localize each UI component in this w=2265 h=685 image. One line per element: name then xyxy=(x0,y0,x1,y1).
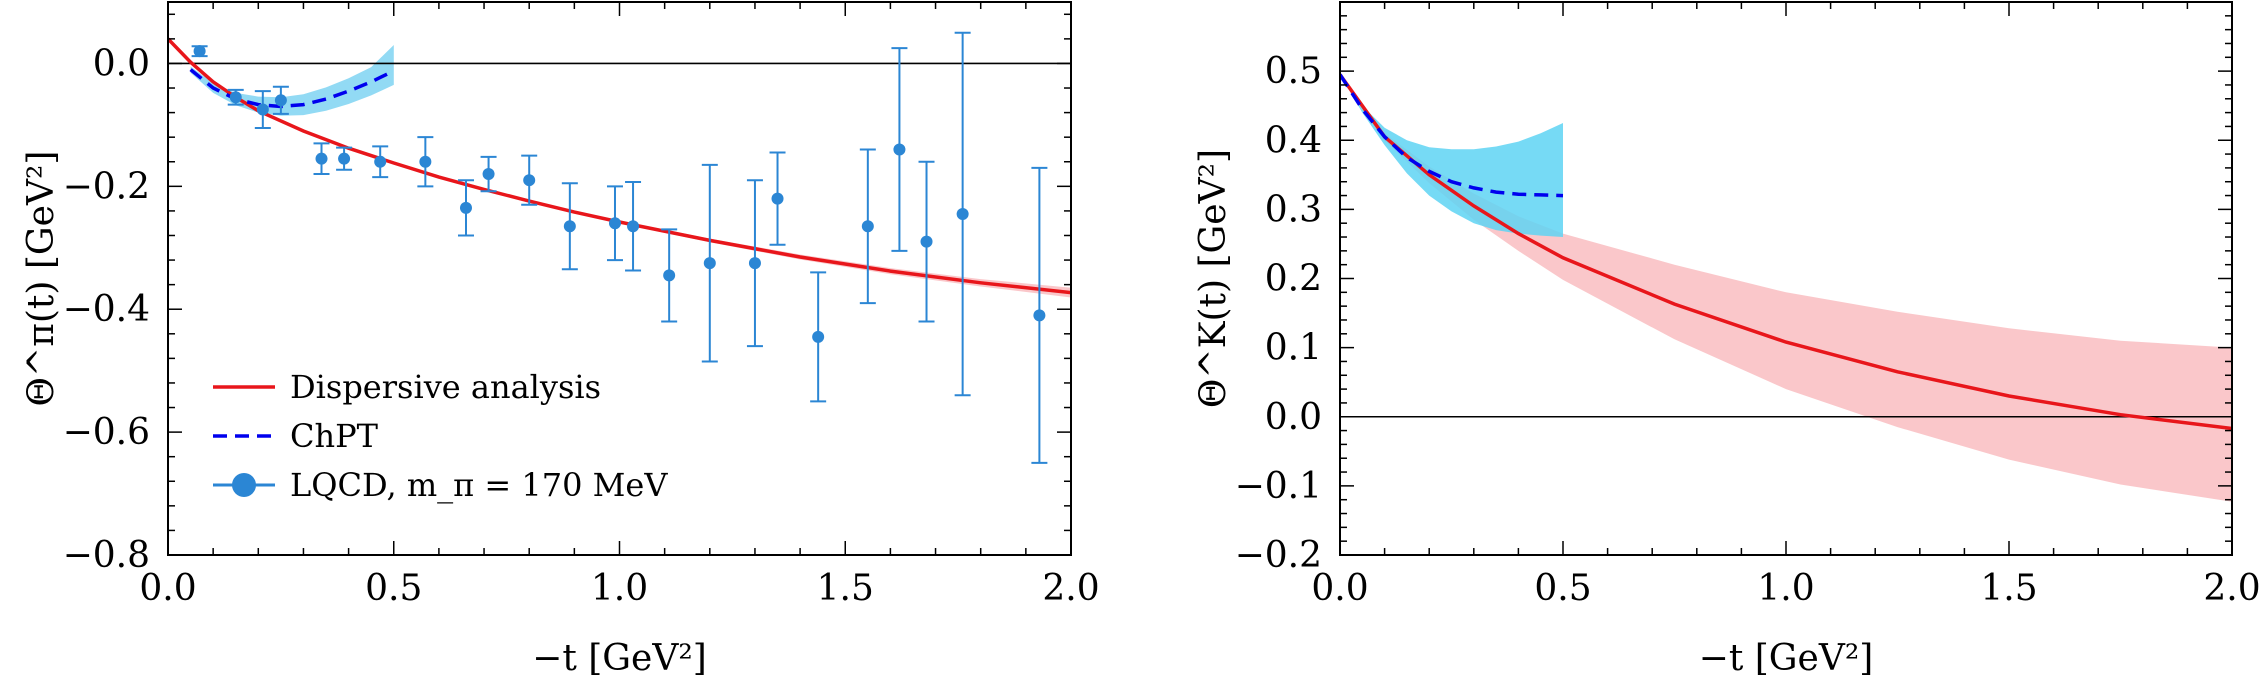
x-tick-label: 2.0 xyxy=(1042,568,1099,609)
data-marker xyxy=(229,91,242,104)
data-point-5 xyxy=(336,146,353,171)
data-point-14 xyxy=(661,228,678,323)
right-panel-kaon: 0.0 0.5 1.0 1.5 2.0 0.5 0.4 0.3 0.2 0.1 0.0 −0.1 −0.… xyxy=(1193,1,2261,679)
series-line-1 xyxy=(1340,73,1564,198)
x-tick-label: 0.0 xyxy=(1311,568,1368,609)
series-line-1 xyxy=(189,68,395,109)
x-tick-label: 1.5 xyxy=(817,568,874,609)
legend-label: ChPT xyxy=(290,417,379,455)
data-marker xyxy=(459,201,472,214)
data-marker xyxy=(1033,309,1046,322)
legend-label: LQCD, m_π = 170 MeV xyxy=(290,466,668,504)
data-marker xyxy=(563,220,576,233)
data-point-10 xyxy=(521,154,538,206)
data-point-4 xyxy=(313,142,330,176)
x-tick-label: 1.0 xyxy=(1757,568,1814,609)
series-line-0 xyxy=(1340,73,2232,431)
data-point-23 xyxy=(1031,166,1048,464)
series-line-0 xyxy=(168,37,1071,295)
left-panel-pion: 0.0 0.5 1.0 1.5 2.0 0.0 −0.2 −0.4 −0.6 −0.8 −t [Ge… xyxy=(21,1,1100,679)
y-tick-label: 0.0 xyxy=(1265,397,1322,438)
y-tick-label: −0.2 xyxy=(63,166,150,207)
data-marker xyxy=(861,220,874,233)
plot-area xyxy=(168,31,1071,464)
data-point-7 xyxy=(417,136,434,188)
data-marker xyxy=(482,168,495,181)
legend: Dispersive analysis ChPT LQCD, m_π = 170 M… xyxy=(213,368,668,504)
data-marker xyxy=(627,220,640,233)
x-axis-label: −t [GeV²] xyxy=(1699,638,1874,679)
legend-entry-1: ChPT xyxy=(213,417,379,455)
y-tick-label: −0.2 xyxy=(1235,535,1322,576)
y-axis-label: Θ^π(t) [GeV²] xyxy=(21,151,62,407)
legend-entry-0: Dispersive analysis xyxy=(213,368,601,406)
data-point-8 xyxy=(457,179,474,237)
y-tick-label: 0.3 xyxy=(1265,189,1322,230)
uncertainty-band-1 xyxy=(1340,74,1563,237)
legend-entry-2: LQCD, m_π = 170 MeV xyxy=(213,466,668,504)
x-tick-label: 1.0 xyxy=(591,568,648,609)
y-tick-label: 0.1 xyxy=(1265,328,1322,369)
data-marker xyxy=(338,152,351,165)
data-marker xyxy=(523,174,536,187)
data-point-0 xyxy=(191,45,208,58)
y-tick-label: 0.5 xyxy=(1265,51,1322,92)
data-point-9 xyxy=(480,155,497,193)
data-point-6 xyxy=(372,145,389,179)
data-point-3 xyxy=(272,85,289,115)
data-point-20 xyxy=(891,47,908,252)
y-tick-label: 0.4 xyxy=(1265,120,1322,161)
y-tick-label: 0.0 xyxy=(93,43,150,84)
data-marker xyxy=(920,235,933,248)
data-marker xyxy=(256,103,269,116)
uncertainty-band-0 xyxy=(1340,74,2232,502)
x-tick-label: 0.5 xyxy=(1534,568,1591,609)
x-axis-label: −t [GeV²] xyxy=(532,638,707,679)
data-point-18 xyxy=(810,271,827,403)
x-tick-label: 0.5 xyxy=(365,568,422,609)
data-marker xyxy=(748,257,761,270)
data-point-22 xyxy=(954,31,971,397)
data-point-11 xyxy=(561,182,578,271)
data-marker xyxy=(812,330,825,343)
y-tick-label: −0.1 xyxy=(1235,466,1322,507)
data-marker xyxy=(663,269,676,282)
legend-label: Dispersive analysis xyxy=(290,368,601,406)
data-marker xyxy=(608,217,621,230)
data-point-12 xyxy=(606,185,623,262)
y-axis-label: Θ^K(t) [GeV²] xyxy=(1193,149,1234,408)
data-point-13 xyxy=(625,181,642,272)
data-marker xyxy=(193,45,206,58)
data-marker xyxy=(374,155,387,168)
y-tick-label: 0.2 xyxy=(1265,259,1322,300)
plot-area xyxy=(1340,73,2232,502)
data-point-21 xyxy=(918,160,935,323)
x-tick-label: 2.0 xyxy=(2203,568,2260,609)
data-point-19 xyxy=(859,148,876,305)
legend-swatch-marker xyxy=(232,473,256,497)
data-marker xyxy=(771,192,784,205)
y-tick-label: −0.4 xyxy=(63,289,150,330)
data-point-17 xyxy=(769,151,786,246)
data-point-1 xyxy=(227,88,244,106)
data-marker xyxy=(274,94,287,107)
data-point-16 xyxy=(746,179,763,348)
data-point-2 xyxy=(254,90,271,129)
y-tick-label: −0.8 xyxy=(63,535,150,576)
data-marker xyxy=(893,143,906,156)
data-marker xyxy=(315,152,328,165)
y-tick-label: −0.6 xyxy=(63,412,150,453)
data-marker xyxy=(419,155,432,168)
data-marker xyxy=(703,257,716,270)
data-marker xyxy=(956,207,969,220)
data-point-15 xyxy=(701,163,718,363)
x-tick-label: 0.0 xyxy=(139,568,196,609)
uncertainty-band-0 xyxy=(168,38,1071,298)
x-tick-label: 1.5 xyxy=(1980,568,2037,609)
